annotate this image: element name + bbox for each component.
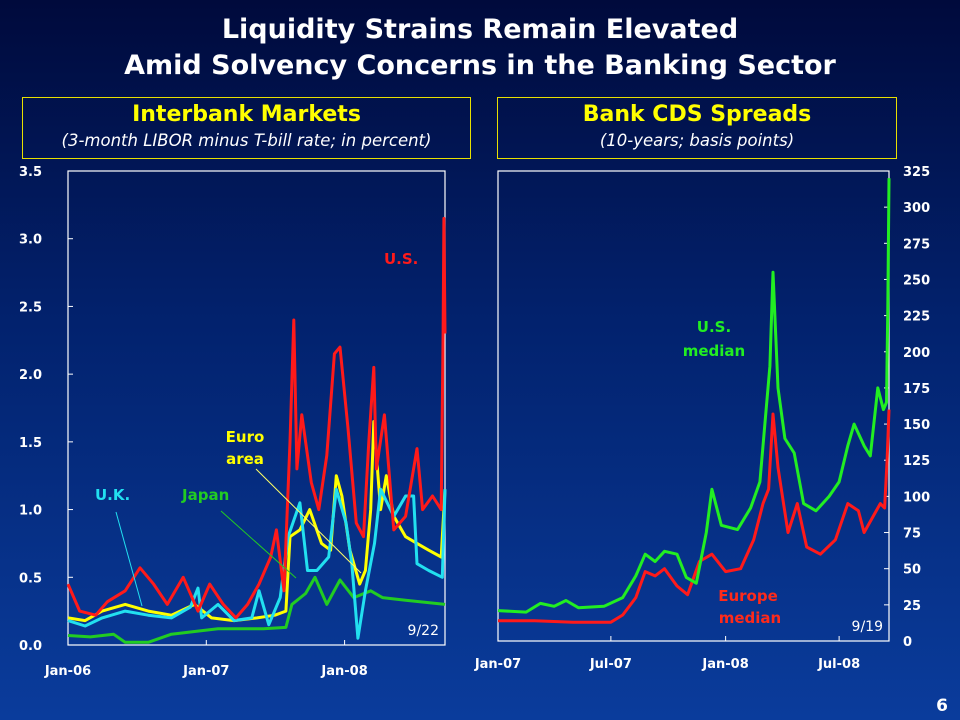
label-europe-median-2: median (719, 609, 781, 627)
y-tick-label: 0.5 (19, 571, 42, 586)
label-euro-1: Euro (226, 428, 265, 446)
x-tick-label: Jan-08 (701, 657, 748, 672)
x-tick-label: Jul-08 (817, 657, 860, 672)
interbank-chart: 0.0 0.5 1.0 1.5 2.0 2.5 3.0 3.5 Jan-06 Jan-07 Jan-… (19, 165, 447, 679)
label-us-median-2: median (683, 342, 745, 360)
y-tick-label: 250 (903, 273, 930, 288)
plot-frame (497, 170, 890, 642)
series-line-europe-median (498, 409, 891, 624)
y-tick-label: 3.0 (19, 233, 42, 248)
slide-title: Liquidity Strains Remain Elevated Amid S… (0, 12, 960, 84)
annotations: U.S. Euro area U.K. Japan U.S. median Eu… (95, 250, 781, 627)
y-tick-label: 1.0 (19, 504, 42, 519)
label-europe-median-1: Europe (718, 587, 778, 605)
end-date-label: 9/19 (852, 619, 883, 635)
y-tick-label: 200 (903, 346, 930, 361)
euro-arrow (255, 468, 362, 574)
cds-title: Bank CDS Spreads (582, 102, 812, 127)
title-line-1: Liquidity Strains Remain Elevated (221, 14, 739, 45)
series-line-u-s-median (497, 178, 891, 614)
title-line-2: Amid Solvency Concerns in the Banking Se… (124, 50, 836, 81)
y-tick-label: 75 (903, 527, 921, 542)
y-tick-label: 0 (903, 635, 912, 650)
label-euro-2: area (226, 450, 264, 468)
end-date-label: 9/22 (408, 623, 439, 639)
y-tick-label: 3.5 (19, 165, 42, 180)
y-tick-label: 225 (903, 310, 930, 325)
series-line-u-k- (67, 487, 447, 640)
y-tick-label: 100 (903, 490, 930, 505)
japan-arrow (220, 510, 297, 579)
label-uk: U.K. (95, 486, 130, 504)
series-line-u-s- (66, 216, 447, 620)
y-tick-label: 25 (903, 599, 921, 614)
y-tick-label: 1.5 (19, 436, 42, 451)
x-tick-label: Jan-07 (474, 657, 521, 672)
label-us-median-1: U.S. (697, 318, 731, 336)
plot-frame (67, 170, 446, 646)
page-number: 6 (936, 696, 948, 716)
label-us: U.S. (384, 250, 418, 268)
interbank-subtitle: (3-month LIBOR minus T-bill rate; in per… (61, 131, 432, 150)
y-tick-label: 325 (903, 165, 930, 180)
label-japan: Japan (181, 486, 229, 504)
y-tick-label: 150 (903, 418, 930, 433)
x-tick-label: Jul-07 (589, 657, 632, 672)
y-tick-label: 2.0 (19, 368, 42, 383)
y-tick-label: 125 (903, 454, 930, 469)
y-tick-label: 50 (903, 563, 921, 578)
x-tick-label: Jan-07 (182, 664, 229, 679)
y-tick-label: 0.0 (19, 639, 42, 654)
x-tick-label: Jan-06 (44, 664, 91, 679)
y-tick-label: 2.5 (19, 300, 42, 315)
x-tick-label: Jan-08 (320, 664, 367, 679)
y-tick-label: 275 (903, 237, 930, 252)
interbank-title: Interbank Markets (132, 102, 361, 127)
interbank-header: Interbank Markets (3-month LIBOR minus T… (22, 97, 471, 159)
cds-header: Bank CDS Spreads (10-years; basis points… (497, 97, 897, 159)
uk-arrow (115, 511, 143, 607)
cds-chart: 0 25 50 75 100 125 150 175 200 225 250 275 300 325 Jan… (474, 165, 930, 672)
y-tick-label: 175 (903, 382, 930, 397)
cds-subtitle: (10-years; basis points) (599, 131, 795, 150)
y-tick-label: 300 (903, 201, 930, 216)
